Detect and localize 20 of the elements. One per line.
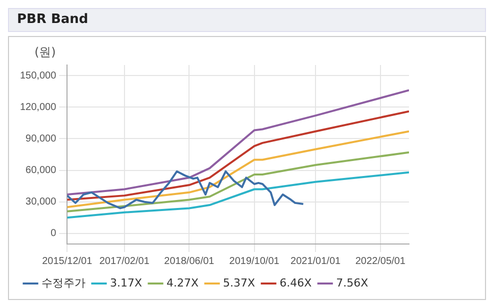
- y-tick-label: 120,000: [20, 102, 57, 113]
- legend-label: 5.37X: [223, 276, 256, 290]
- y-tick-label: 0: [50, 228, 57, 240]
- legend-label: 3.17X: [110, 276, 142, 290]
- y-tick-label: 90,000: [26, 133, 57, 144]
- legend-label: 수정주가: [42, 276, 86, 290]
- x-tick-label: 2022/05/01: [355, 256, 406, 267]
- x-tick-label: 2018/06/01: [164, 256, 215, 267]
- y-tick-label: 150,000: [20, 70, 57, 82]
- legend-label: 6.46X: [280, 276, 312, 290]
- x-tick-label: 2021/01/01: [290, 256, 342, 267]
- y-axis-title: (원): [34, 45, 56, 60]
- chart-title: PBR Band: [8, 8, 486, 32]
- y-tick-label: 30,000: [26, 196, 57, 208]
- x-tick-label: 2015/12/01: [42, 256, 93, 267]
- x-tick-label: 2017/02/01: [99, 256, 150, 267]
- legend-label: 7.56X: [336, 276, 369, 290]
- y-tick-label: 60,000: [26, 165, 57, 176]
- x-tick-label: 2019/10/01: [229, 256, 280, 267]
- legend-label: 4.27X: [166, 276, 200, 290]
